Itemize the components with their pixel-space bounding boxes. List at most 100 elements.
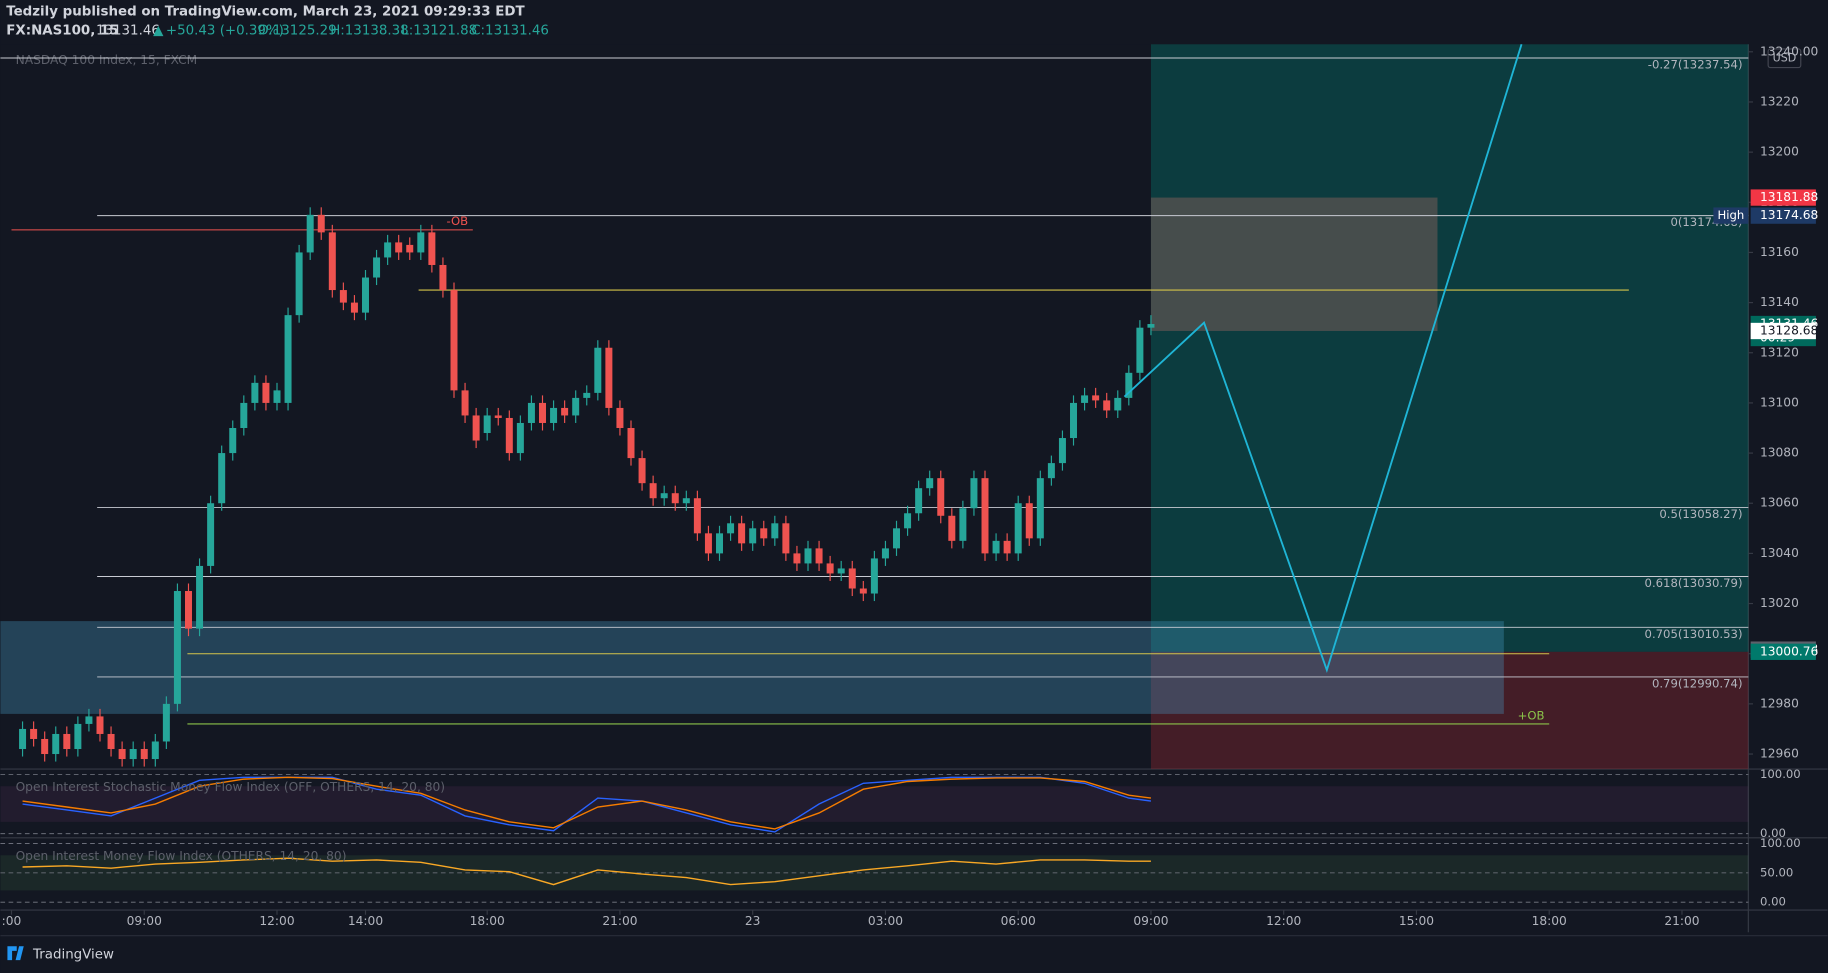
currency-box [1767,48,1802,69]
candle-body [472,415,480,441]
pane-tick-label: 0.00 [1760,895,1786,909]
pane-band [0,786,1749,822]
pane-title: Open Interest Stochastic Money Flow Inde… [16,780,445,794]
candle-body [151,741,159,760]
candle-body [339,290,347,303]
x-tick-label: 14:00 [348,914,383,928]
candle-body [605,347,613,408]
zone [0,621,1504,714]
candle-body [583,392,591,398]
candle-body [1081,395,1089,403]
candle-body [516,422,524,454]
candle-body [317,214,325,233]
fib-label: 0.618(13030.79) [1645,576,1743,590]
header-symbol: FX:NAS100, 15 [6,23,118,38]
candle-body [1147,324,1155,328]
candle-body [893,528,901,549]
x-tick-label: 06:00 [1001,914,1036,928]
candle-body [1070,402,1078,439]
y-tick-label: 13060 [1760,496,1799,510]
header-last: 13131.46 [96,23,160,38]
candle-body [184,591,192,629]
x-tick-label: 23 [745,914,761,928]
candle-body [1047,463,1055,479]
x-tick-label: 18:00 [470,914,505,928]
x-tick-label: 15:00 [1399,914,1434,928]
price-tag-box [1713,207,1749,224]
header-arrow: ▲ [153,23,164,38]
candle-body [207,503,215,566]
candle-body [229,427,237,454]
candle-body [428,232,436,265]
projection-path [1123,44,1523,673]
candle-body [395,242,403,253]
candle-body [926,478,934,489]
x-tick-label: 21:00 [1664,914,1699,928]
candle-body [660,493,668,499]
indicator-line [22,857,1151,886]
candle-body [218,453,226,504]
y-tick-label: 13220 [1760,94,1799,108]
candle-body [1092,395,1100,401]
candle-body [140,749,148,760]
candle-body [494,415,502,418]
candle-body [959,508,967,541]
candle-body [760,528,768,539]
header-low: L:13121.88 [401,23,477,38]
y-tick-label: 13240.00 [1760,44,1818,58]
candle-body [162,703,170,742]
candle-body [638,458,646,484]
candle-body [859,588,867,594]
candle-body [970,478,978,509]
candle-body [848,568,856,589]
candle-body [771,523,779,539]
candle-body [328,232,336,291]
candle-body [52,733,60,755]
y-tick-label: 13040 [1760,546,1799,560]
candle-body [406,244,414,253]
y-tick-label: 12960 [1760,747,1799,761]
brand: TradingView [32,947,114,962]
y-tick-label: 13140 [1760,295,1799,309]
candle-body [483,415,491,434]
candle-body [616,407,624,428]
price-label: 13128.68 [1760,323,1818,337]
indicator-line [22,776,1152,833]
candle-body [539,402,546,423]
candle-body [1025,503,1033,539]
y-tick-label: 13080 [1760,446,1799,460]
zone [1150,197,1438,331]
x-tick-label: 09:00 [1133,914,1168,928]
pane-title: Open Interest Money Flow Index (OTHERS, … [16,849,347,863]
ob-label: +OB [1518,708,1545,722]
candle-body [693,498,701,534]
candle-body [815,548,823,564]
candle-body [505,417,513,454]
x-tick-label: 03:00 [868,914,903,928]
candle-body [373,257,381,278]
candle-body [85,716,93,724]
y-tick-label: 13100 [1760,395,1799,409]
header-close: C:13131.46 [471,23,549,38]
candle-body [196,565,204,629]
candle-body [826,563,834,574]
fib-label: 0.5(13058.27) [1659,507,1742,521]
price-label: 13181.88 [1760,190,1818,204]
candle-body [1136,327,1144,373]
header-open: O:13125.29 [258,23,337,38]
price-label-box [1750,189,1816,206]
candle-body [384,242,392,258]
candle-body [1058,438,1066,464]
x-tick-label: 12:00 [1266,914,1301,928]
candle-body [461,390,469,416]
candle-body [550,407,558,423]
logo [7,946,24,961]
fib-label: 0.79(12990.74) [1652,676,1743,690]
logo-icon [7,946,24,961]
header-high: H:13138.38 [330,23,408,38]
x-tick-label: 09:00 [127,914,162,928]
y-tick-label: 13160 [1760,245,1799,259]
candle-body [716,533,723,554]
